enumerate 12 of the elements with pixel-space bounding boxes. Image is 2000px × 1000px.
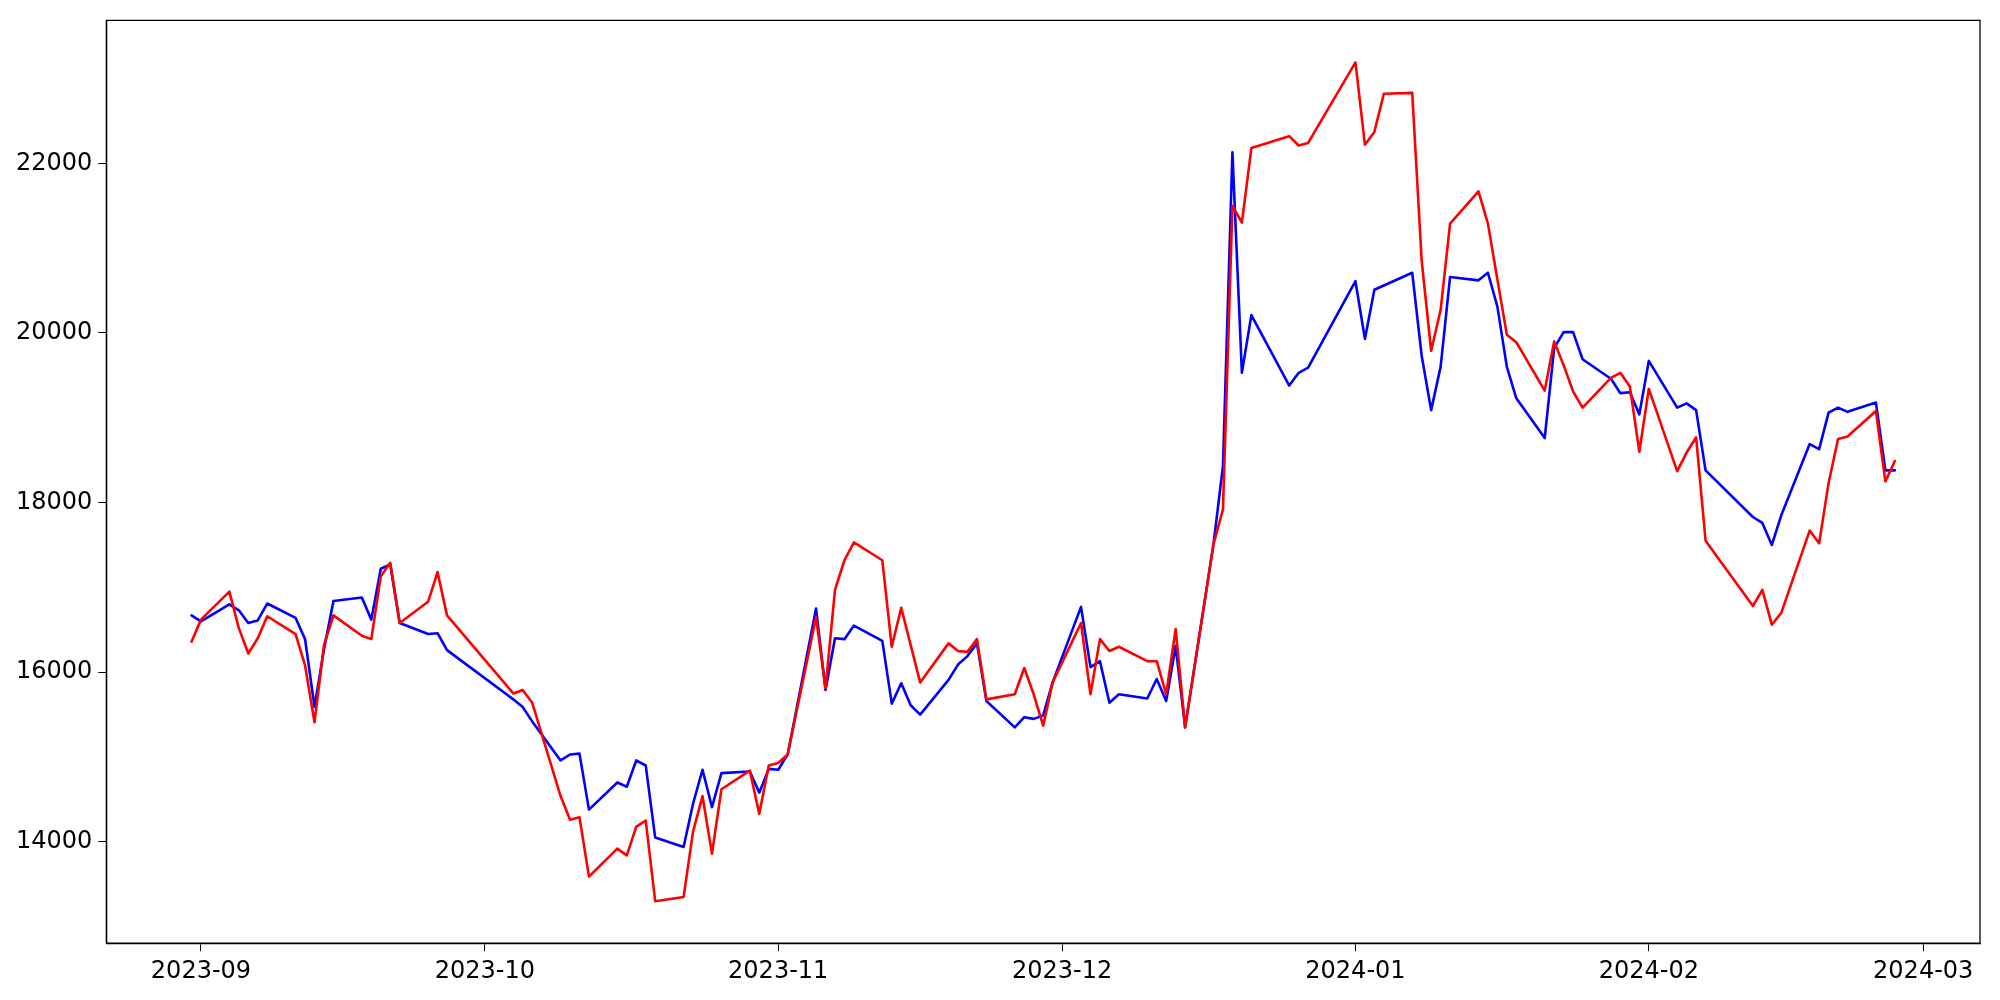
x-tick-label: 2023-10 — [434, 955, 535, 984]
x-tick-label: 2023-09 — [150, 955, 252, 984]
x-tick-label: 2024-01 — [1305, 955, 1406, 984]
y-tick-label: 22000 — [15, 147, 93, 176]
x-tick-label: 2023-11 — [728, 955, 829, 984]
y-tick-label: 20000 — [15, 317, 93, 346]
x-tick-label: 2023-12 — [1011, 955, 1113, 984]
y-tick-label: 14000 — [15, 826, 93, 855]
x-tick-label: 2024-03 — [1873, 955, 1974, 984]
y-tick-label: 18000 — [15, 486, 93, 515]
x-tick-label: 2024-02 — [1598, 955, 1699, 984]
y-tick-label: 16000 — [15, 656, 93, 685]
